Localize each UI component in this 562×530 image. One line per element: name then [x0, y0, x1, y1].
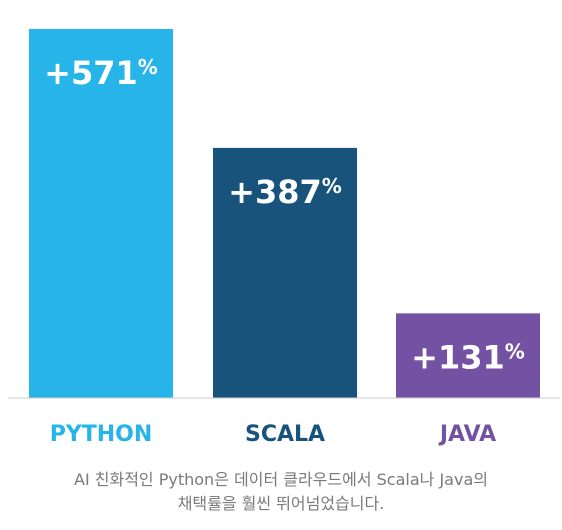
bar-java	[396, 313, 540, 398]
caption-line-2: 채택률을 훨씬 뛰어넘었습니다.	[177, 494, 385, 513]
category-label-java: JAVA	[438, 422, 496, 447]
category-label-scala: SCALA	[245, 422, 325, 447]
value-label-scala: +387%	[228, 173, 342, 211]
value-labels-group: +571% +387% +131%	[44, 54, 525, 376]
caption-line-1: AI 친화적인 Python은 데이터 클라우드에서 Scala나 Java의	[74, 470, 488, 489]
bar-python	[29, 29, 173, 398]
category-label-python: PYTHON	[50, 422, 153, 447]
bar-chart: +571% +387% +131% PYTHON SCALA JAVA	[8, 29, 560, 447]
bar-scala	[213, 147, 357, 398]
category-labels-group: PYTHON SCALA JAVA	[50, 422, 496, 447]
bars-group	[29, 29, 540, 398]
value-label-python: +571%	[44, 54, 158, 92]
chart-caption: AI 친화적인 Python은 데이터 클라우드에서 Scala나 Java의 …	[0, 468, 562, 516]
value-label-java: +131%	[411, 338, 525, 376]
